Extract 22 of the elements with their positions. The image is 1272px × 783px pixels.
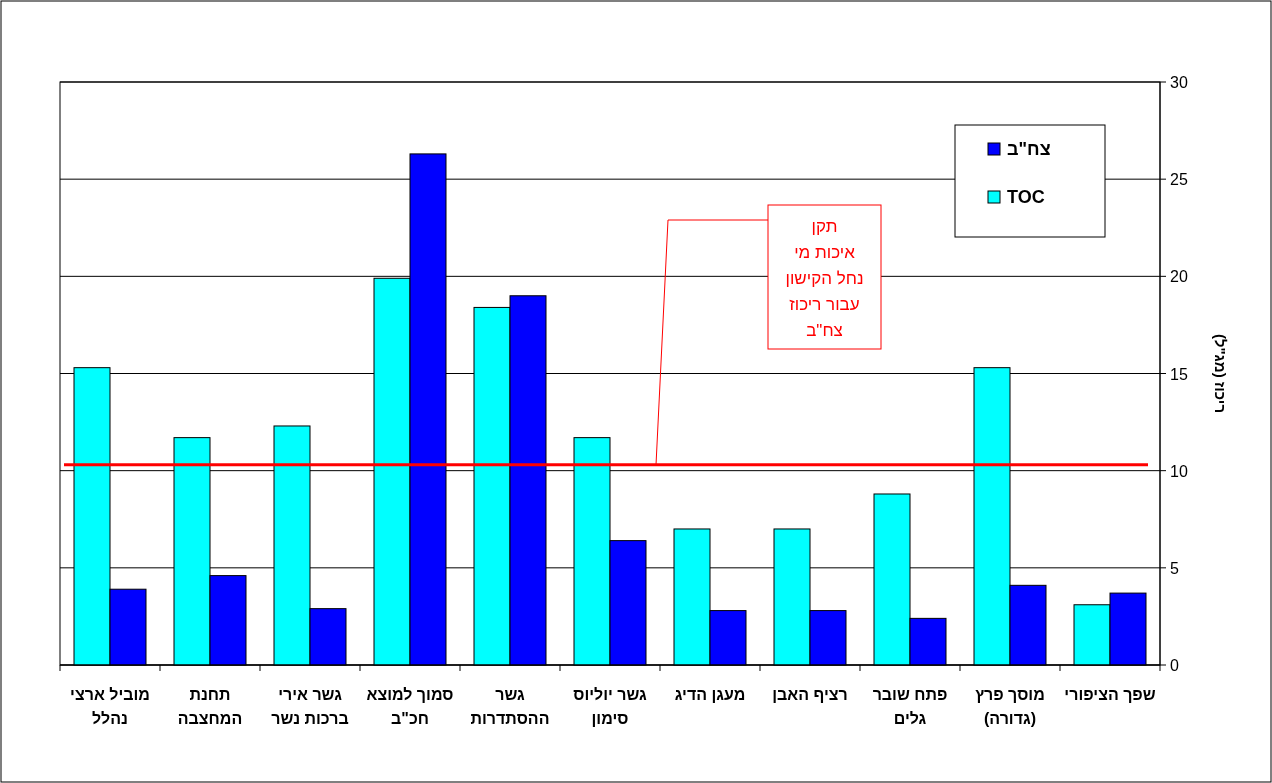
legend-label: צח"ב — [1007, 139, 1051, 159]
ref-line-label: תקן איכות מי נחל הקישון עבור ריכוז צח"ב — [785, 217, 864, 340]
y-tick-label: 25 — [1170, 171, 1188, 189]
y-axis-title: ריכוז (מג"ל) — [1212, 333, 1229, 414]
x-tick-label: פתח שובר גלים — [872, 686, 948, 727]
x-tick-label: גשר ההסתדרות — [470, 686, 550, 727]
x-tick-label: שפך הציפורי — [1064, 686, 1156, 703]
x-tick-label: מעגן הדיג — [674, 686, 746, 703]
legend-label: TOC — [1007, 187, 1045, 207]
y-tick-label: 20 — [1170, 268, 1188, 286]
y-tick-label: 15 — [1170, 365, 1188, 383]
x-tick-label: גשר אירי ברכות נשר — [271, 686, 349, 727]
x-tick-label: מוביל ארצי נהלל — [70, 686, 150, 727]
y-tick-label: 30 — [1170, 74, 1188, 91]
x-tick-label: תחנת המחצבה — [177, 686, 243, 727]
x-tick-label: גשר יוליוס סימון — [573, 686, 648, 727]
y-tick-label: 5 — [1170, 559, 1179, 577]
x-tick-label: רציף האבן — [772, 686, 848, 703]
y-tick-label: 10 — [1170, 462, 1188, 480]
x-tick-label: מוסך פרץ (גדורה) — [975, 686, 1045, 727]
y-tick-label: 0 — [1170, 657, 1179, 674]
x-tick-label: סמוך למוצא חכ"ב — [366, 686, 454, 727]
